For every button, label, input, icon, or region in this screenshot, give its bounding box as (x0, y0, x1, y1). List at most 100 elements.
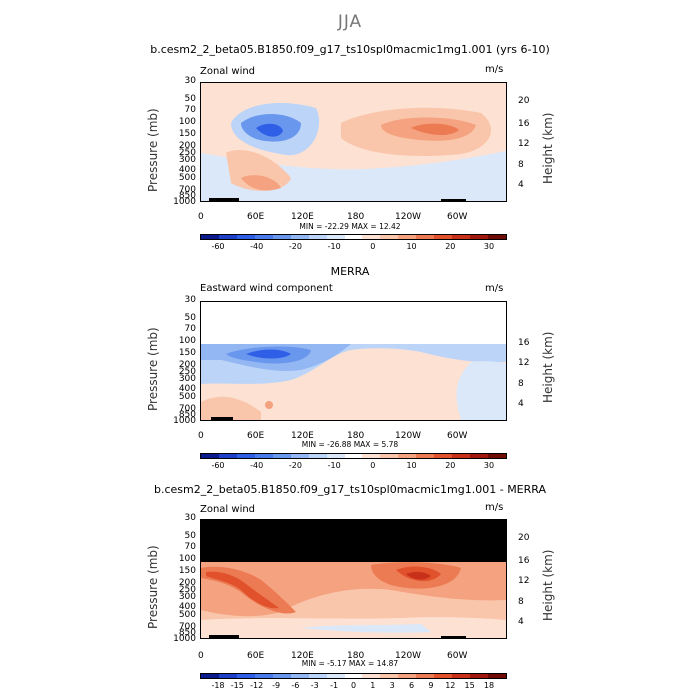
ytick: 100 (178, 117, 196, 127)
ytick: 150 (178, 566, 196, 576)
y2tick: 8 (518, 160, 524, 170)
colorbar-label: -3 (310, 681, 319, 690)
xtick: 120E (291, 431, 314, 441)
ytick: 70 (184, 542, 196, 552)
xtick: 120W (395, 651, 422, 661)
y2tick: 20 (518, 533, 530, 543)
colorbar-label: -9 (272, 681, 281, 690)
xtick: 180 (347, 212, 365, 222)
ytick: 850 (178, 628, 196, 638)
colorbar-label: 6 (409, 681, 415, 690)
colorbar-label: 9 (428, 681, 434, 690)
colorbar-swatch (218, 674, 237, 678)
colorbar-label: 20 (445, 461, 456, 470)
panel-1-colorbar (200, 234, 507, 240)
xtick: 0 (198, 431, 204, 441)
ytick: 700 (178, 404, 196, 414)
colorbar-swatch (470, 235, 488, 239)
colorbar-label: 12 (445, 681, 456, 690)
ytick: 250 (178, 585, 196, 595)
xtick: 120E (291, 212, 314, 222)
panel-3-yticks: 30 50 70 100 150 200 250 300 400 500 700… (162, 513, 196, 644)
colorbar-swatch (272, 674, 291, 678)
colorbar-label: 0 (370, 461, 376, 470)
xtick: 0 (198, 651, 204, 661)
colorbar-swatch (218, 454, 237, 458)
ytick: 50 (184, 94, 196, 104)
colorbar-swatch (488, 454, 506, 458)
ytick: 850 (178, 410, 196, 420)
colorbar-swatch (452, 674, 471, 678)
y2tick: 20 (518, 96, 530, 106)
colorbar-swatch (308, 674, 327, 678)
colorbar-swatch (488, 674, 506, 678)
colorbar-swatch (326, 235, 345, 239)
colorbar-label: 1 (370, 681, 376, 690)
panel-3-colorbar (200, 673, 507, 679)
xtick: 120W (395, 212, 422, 222)
colorbar-swatch (362, 674, 381, 678)
colorbar-swatch (344, 674, 363, 678)
colorbar-label: -6 (291, 681, 300, 690)
colorbar-label: -1 (330, 681, 339, 690)
colorbar-label: -10 (327, 242, 341, 251)
colorbar-swatch (398, 454, 417, 458)
ytick: 70 (184, 105, 196, 115)
panel-1-title: b.cesm2_2_beta05.B1850.f09_g17_ts10spl0m… (150, 43, 550, 56)
ytick: 30 (184, 76, 196, 86)
panel-3-minmax: MIN = -5.17 MAX = 14.87 (301, 659, 399, 668)
panel-1-yticks: 30 50 70 100 150 200 250 300 400 500 700… (162, 76, 196, 207)
y2tick: 12 (518, 576, 530, 586)
ytick: 400 (178, 165, 196, 175)
xtick: 60W (447, 651, 468, 661)
ytick: 500 (178, 392, 196, 402)
ytick: 250 (178, 148, 196, 158)
ytick: 1000 (173, 197, 196, 207)
ytick: 850 (178, 191, 196, 201)
ytick: 300 (178, 592, 196, 602)
panel-3-contours (201, 520, 506, 638)
panel-2-units: m/s (485, 283, 504, 294)
y2tick: 4 (518, 617, 524, 627)
ytick: 30 (184, 513, 196, 523)
colorbar-swatch (362, 454, 381, 458)
colorbar-swatch (416, 235, 435, 239)
y2tick: 12 (518, 139, 530, 149)
panel-2-colorbar-labels: -60 -40 -20 -10 0 10 20 30 (200, 461, 507, 471)
ytick: 200 (178, 578, 196, 588)
y2tick: 16 (518, 119, 530, 129)
y2tick: 16 (518, 556, 530, 566)
panel-2-sublabel: Eastward wind component (200, 283, 333, 294)
panel-1-sublabel: Zonal wind (200, 66, 256, 77)
ytick: 1000 (173, 634, 196, 644)
panel-2-yticks: 30 50 70 100 150 200 250 300 400 500 700… (162, 295, 196, 426)
panel-3-xticks: 0 60E 120E 180 120W 60W (198, 651, 507, 663)
xtick: 60E (247, 212, 265, 222)
colorbar-swatch (434, 454, 453, 458)
colorbar-swatch (416, 674, 435, 678)
colorbar-label: -15 (230, 681, 244, 690)
y2tick: 8 (518, 597, 524, 607)
panel-3-title: b.cesm2_2_beta05.B1850.f09_g17_ts10spl0m… (153, 483, 546, 496)
xtick: 0 (198, 212, 204, 222)
xtick: 180 (347, 431, 365, 441)
colorbar-swatch (272, 454, 291, 458)
ytick: 150 (178, 348, 196, 358)
panel-3-colorbar-labels: -18 -15 -12 -9 -6 -3 -1 0 1 3 6 9 12 15 18 (200, 681, 507, 691)
ytick: 70 (184, 324, 196, 334)
colorbar-swatch (308, 454, 327, 458)
colorbar-label: 3 (389, 681, 395, 690)
y2tick: 4 (518, 180, 524, 190)
ytick: 200 (178, 141, 196, 151)
ytick: 300 (178, 374, 196, 384)
panel-3-units: m/s (485, 502, 504, 513)
ytick: 700 (178, 185, 196, 195)
panel-1-contours (201, 83, 506, 201)
colorbar-label: 0 (370, 242, 376, 251)
colorbar-swatch (470, 454, 488, 458)
colorbar-swatch (254, 235, 273, 239)
panel-1-xticks: 0 60E 120E 180 120W 60W (198, 212, 507, 224)
panel-1-y2ticks: 20 16 12 8 4 (518, 76, 548, 204)
panel-1-ylabel: Pressure (mb) (146, 108, 160, 192)
panel-2-colorbar (200, 453, 507, 459)
